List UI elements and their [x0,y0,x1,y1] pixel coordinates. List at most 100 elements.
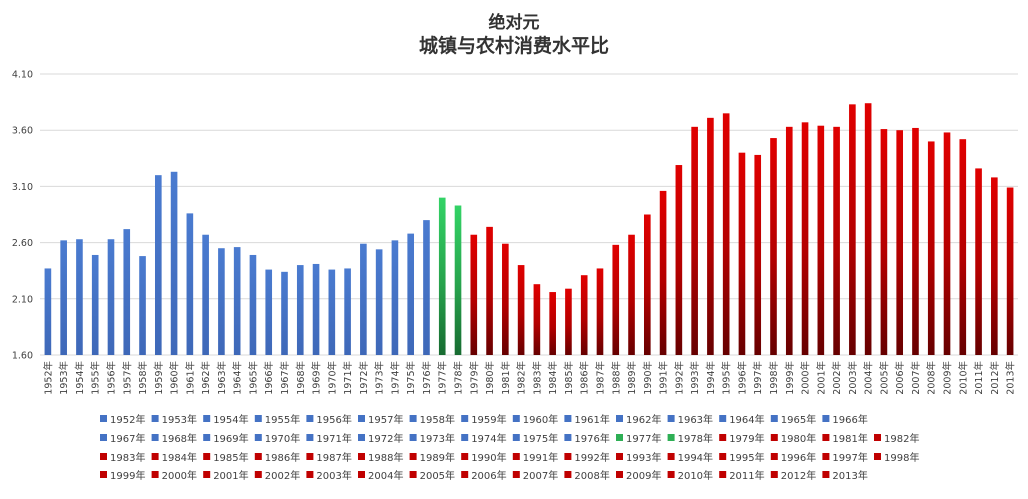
bar [470,234,478,355]
y-tick-label: 3.10 [12,182,33,193]
legend-swatch [667,453,675,460]
legend-label: 1994年 [678,451,713,464]
y-tick-label: 3.60 [12,126,33,137]
bar [817,125,825,355]
legend-swatch [616,415,623,422]
legend-swatch [719,453,727,460]
legend-swatch [409,415,417,422]
legend-swatch [822,471,830,478]
legend-swatch [254,453,262,460]
legend-label: 1976年 [574,432,609,445]
legend-label: 1984年 [162,451,197,464]
legend-swatch [461,471,469,478]
legend-label: 1958年 [420,413,455,426]
legend-label: 1969年 [213,432,248,445]
x-tick-label: 1972年 [358,361,370,395]
legend-swatch [770,471,778,478]
x-tick-label: 1988年 [610,361,622,395]
bar [722,113,730,355]
bar [612,244,620,355]
x-tick-label: 2005年 [878,361,890,395]
legend-swatch [512,434,520,441]
legend-swatch [874,434,881,441]
x-tick-label: 1997年 [752,361,764,395]
legend-label: 2006年 [471,469,506,482]
legend-label: 1980年 [781,432,816,445]
bar [60,240,67,355]
legend-label: 1974年 [471,432,506,445]
x-tick-label: 1976年 [421,361,433,395]
legend-label: 1979年 [729,432,764,445]
x-tick-label: 1970年 [326,361,338,395]
bar [344,268,351,355]
x-tick-label: 1954年 [74,361,86,395]
x-tick-label: 1980年 [484,361,496,395]
legend-swatch [770,453,778,460]
bar [486,226,493,355]
bar [833,126,840,355]
legend-label: 2002年 [265,469,300,482]
legend-label: 1970年 [265,432,300,445]
bar [423,220,430,355]
legend-label: 1967年 [110,432,145,445]
y-tick-label: 2.10 [12,294,33,305]
x-tick-label: 1993年 [689,361,701,395]
x-tick-label: 1962年 [200,361,212,395]
bar [659,190,667,355]
x-tick-label: 1969年 [311,361,323,395]
x-tick-label: 1989年 [626,361,638,395]
bar [438,197,446,355]
x-tick-label: 1992年 [673,361,685,395]
x-tick-label: 2003年 [847,361,859,395]
legend: 1952年 1953年 1954年 1955年 1956年 1957年 1958年 1959年… [100,413,919,482]
x-tick-label: 1984年 [547,361,559,395]
x-tick-label: 1958年 [137,361,149,395]
x-tick-label: 1959年 [153,361,165,395]
legend-swatch [100,453,107,460]
bar [44,268,52,355]
legend-label: 1955年 [265,413,300,426]
legend-swatch [616,434,623,441]
bar [991,177,998,355]
legend-swatch [306,415,314,422]
legend-label: 1972年 [368,432,403,445]
legend-swatch [151,453,159,460]
legend-swatch [512,415,520,422]
x-tick-label: 1982年 [516,361,528,395]
legend-label: 2000年 [162,469,197,482]
chart-title: 绝对元 [489,12,540,33]
legend-swatch [254,434,262,441]
legend-label: 1987年 [316,451,351,464]
bar [281,271,288,355]
legend-label: 2007年 [523,469,558,482]
legend-swatch [874,453,881,460]
legend-label: 1977年 [626,432,661,445]
x-tick-label: 1961年 [184,361,196,395]
x-tick-label: 1968年 [295,361,307,395]
x-tick-label: 2013年 [1005,361,1017,395]
legend-swatch [203,471,211,478]
x-tick-label: 1960年 [169,361,181,395]
legend-swatch [306,471,314,478]
legend-swatch [461,453,469,460]
legend-label: 2004年 [368,469,403,482]
legend-swatch [100,434,107,441]
legend-swatch [100,471,107,478]
x-tick-label: 2011年 [973,361,985,395]
legend-swatch [358,453,365,460]
x-tick-label: 1966年 [263,361,275,395]
legend-label: 1968年 [162,432,197,445]
legend-label: 1971年 [316,432,351,445]
legend-label: 2001年 [213,469,248,482]
bar [580,275,588,355]
legend-label: 1999年 [110,469,145,482]
legend-swatch [564,453,572,460]
legend-label: 1990年 [471,451,506,464]
legend-label: 2009年 [626,469,661,482]
y-tick-label: 2.60 [12,238,33,249]
legend-label: 1960年 [523,413,558,426]
legend-swatch [306,453,314,460]
bar [912,127,919,356]
bar [91,254,99,355]
legend-label: 1952年 [110,413,145,426]
